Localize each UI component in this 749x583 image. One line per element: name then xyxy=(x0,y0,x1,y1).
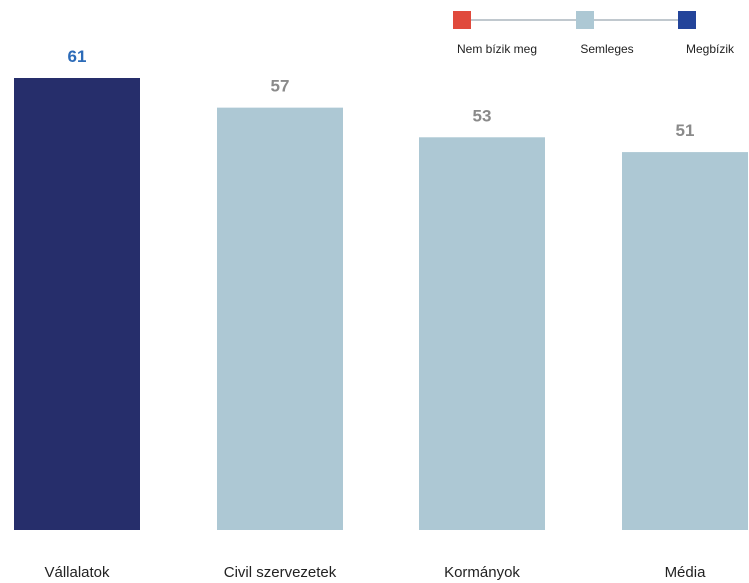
legend-label-megbizik: Megbízik xyxy=(686,42,735,56)
legend-swatch-nem-bizik-meg xyxy=(453,11,471,29)
category-label-civil-szervezetek: Civil szervezetek xyxy=(224,564,337,581)
value-label-group: 61 57 53 51 xyxy=(68,47,695,140)
legend-label-nem-bizik-meg: Nem bízik meg xyxy=(457,42,537,56)
value-label-media: 51 xyxy=(676,121,695,140)
value-label-civil-szervezetek: 57 xyxy=(271,77,290,96)
legend-swatch-semleges xyxy=(576,11,594,29)
legend: Nem bízik meg Semleges Megbízik xyxy=(453,11,735,56)
bar-media xyxy=(622,152,748,530)
value-label-vallalatok: 61 xyxy=(68,47,87,66)
category-label-group: Vállalatok Civil szervezetek Kormányok M… xyxy=(44,564,706,581)
category-label-kormanyok: Kormányok xyxy=(444,564,520,581)
bar-group xyxy=(14,78,748,530)
category-label-media: Média xyxy=(665,564,707,581)
bar-vallalatok xyxy=(14,78,140,530)
bar-kormanyok xyxy=(419,137,545,530)
category-label-vallalatok: Vállalatok xyxy=(44,564,110,581)
legend-label-semleges: Semleges xyxy=(580,42,633,56)
value-label-kormanyok: 53 xyxy=(473,106,492,125)
bar-civil-szervezetek xyxy=(217,107,343,530)
legend-swatch-megbizik xyxy=(678,11,696,29)
